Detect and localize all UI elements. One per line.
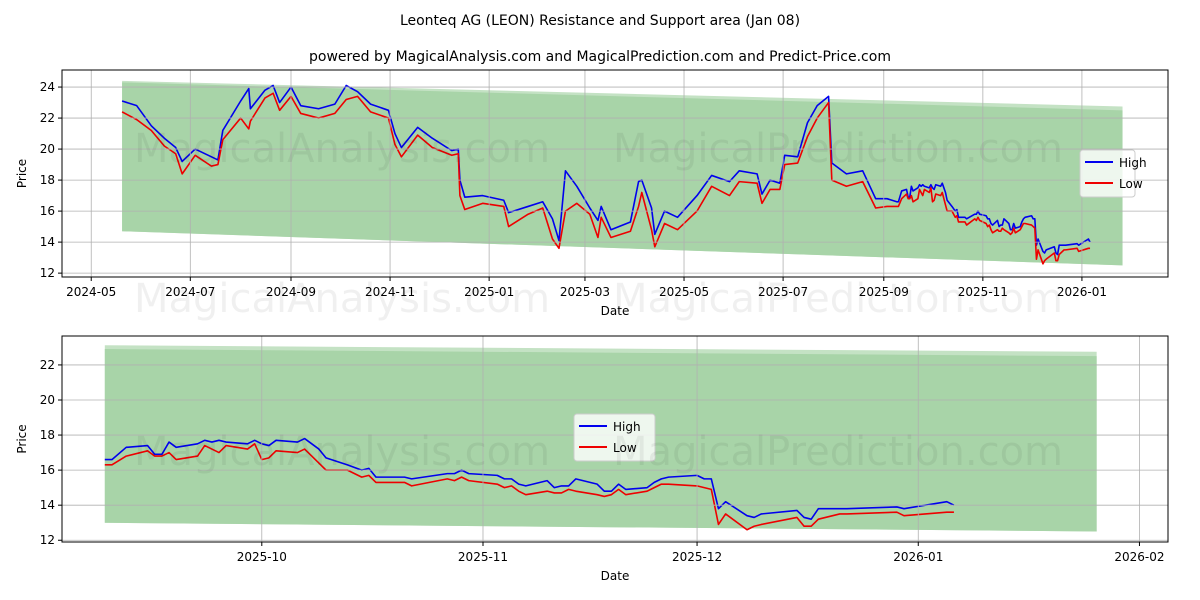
- x-tick-label: 2025-05: [659, 285, 709, 299]
- watermark-text: MagicalAnalysis.com: [134, 276, 550, 322]
- x-tick-label: 2025-11: [958, 285, 1008, 299]
- y-tick-label: 16: [40, 463, 55, 477]
- x-tick-label: 2025-01: [464, 285, 514, 299]
- chart-title: Leonteq AG (LEON) Resistance and Support…: [400, 13, 800, 29]
- y-axis-label: Price: [15, 424, 29, 453]
- legend-label-high: High: [1119, 156, 1147, 170]
- x-axis-label: Date: [601, 304, 630, 318]
- plot-area: [121, 80, 1123, 266]
- x-tick-label: 2024-09: [266, 285, 316, 299]
- y-tick-label: 12: [40, 533, 55, 547]
- watermarks: MagicalAnalysis.com MagicalPrediction.com…: [134, 126, 1063, 475]
- x-tick-label: 2026-01: [893, 550, 943, 564]
- watermark-text: MagicalPrediction.com: [613, 276, 1063, 322]
- watermark-text: MagicalAnalysis.com: [134, 429, 550, 475]
- watermark-text: MagicalPrediction.com: [613, 429, 1063, 475]
- y-axis-label: Price: [15, 159, 29, 188]
- y-tick-label: 20: [40, 393, 55, 407]
- x-tick-label: 2025-11: [458, 550, 508, 564]
- x-tick-label: 2026-02: [1114, 550, 1164, 564]
- x-tick-label: 2024-11: [365, 285, 415, 299]
- watermark-text: MagicalAnalysis.com: [134, 126, 550, 172]
- x-tick-label: 2025-12: [672, 550, 722, 564]
- y-tick-label: 14: [40, 498, 55, 512]
- y-tick-label: 16: [40, 204, 55, 218]
- legend-label-low: Low: [1119, 177, 1143, 191]
- y-tick-label: 22: [40, 111, 55, 125]
- x-tick-label: 2025-07: [758, 285, 808, 299]
- y-tick-label: 22: [40, 358, 55, 372]
- x-tick-label: 2024-07: [165, 285, 215, 299]
- y-tick-label: 24: [40, 80, 55, 94]
- support-resistance-band: [122, 82, 1123, 266]
- axes-frame: [61, 335, 1169, 543]
- series-line-high: [121, 84, 1091, 256]
- x-tick-label: 2024-05: [66, 285, 116, 299]
- y-tick-label: 14: [40, 235, 55, 249]
- legend-label-low: Low: [613, 441, 637, 455]
- x-tick-label: 2026-01: [1057, 285, 1107, 299]
- top-chart: 12 14 16 18 20 22 24 2024-05 2024-07 2024-09 2024-…: [15, 69, 1169, 318]
- x-tick-label: 2025-09: [859, 285, 909, 299]
- legend: High Low: [1079, 149, 1147, 198]
- y-tick-label: 18: [40, 428, 55, 442]
- y-tick-label: 20: [40, 142, 55, 156]
- series-line-low: [104, 443, 954, 531]
- chart-subtitle: powered by MagicalAnalysis.com and Magic…: [309, 49, 891, 65]
- y-tick-label: 18: [40, 173, 55, 187]
- legend-label-high: High: [613, 420, 641, 434]
- series-line-high: [104, 437, 955, 521]
- x-tick-label: 2025-03: [560, 285, 610, 299]
- axes-frame: [61, 69, 1169, 278]
- bottom-chart: 12 14 16 18 20 22 2025-10 2025-11 2025-12 2026-01…: [15, 335, 1169, 583]
- legend: High Low: [573, 413, 656, 462]
- x-axis-label: Date: [601, 569, 630, 583]
- x-tick-label: 2025-10: [237, 550, 287, 564]
- y-tick-label: 12: [40, 266, 55, 280]
- watermark-text: MagicalPrediction.com: [613, 126, 1063, 172]
